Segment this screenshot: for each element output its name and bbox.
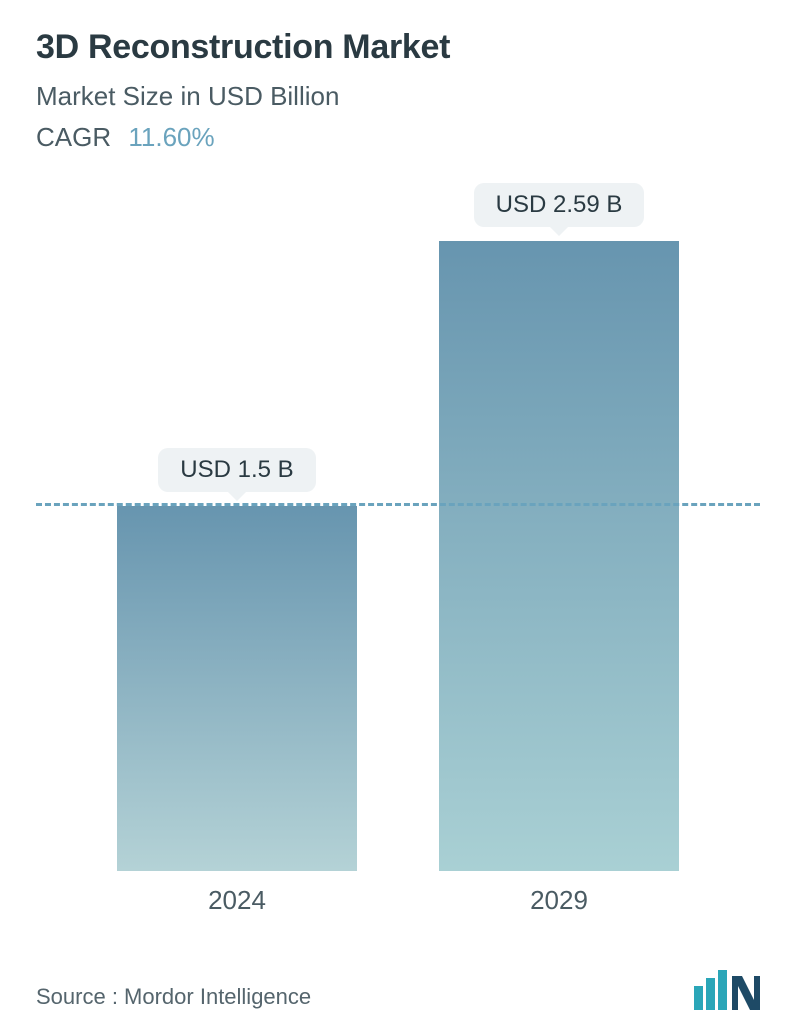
x-axis-label: 2024: [107, 885, 367, 916]
bar-group: USD 2.59 B: [429, 183, 689, 871]
cagr-line: CAGR 11.60%: [36, 122, 760, 153]
value-pill: USD 1.5 B: [158, 448, 315, 492]
reference-dashed-line: [36, 503, 760, 506]
mordor-logo-icon: [694, 970, 760, 1010]
chart-subtitle: Market Size in USD Billion: [36, 81, 760, 112]
bar: [439, 241, 679, 871]
chart-area: USD 1.5 B USD 2.59 B: [36, 171, 760, 871]
bars-container: USD 1.5 B USD 2.59 B: [36, 171, 760, 871]
chart-title: 3D Reconstruction Market: [36, 28, 760, 67]
source-text: Source : Mordor Intelligence: [36, 984, 311, 1010]
chart-footer: Source : Mordor Intelligence: [36, 970, 760, 1010]
cagr-label: CAGR: [36, 122, 111, 152]
bar: [117, 506, 357, 871]
value-pill: USD 2.59 B: [474, 183, 645, 227]
bar-group: USD 1.5 B: [107, 448, 367, 871]
x-axis-label: 2029: [429, 885, 689, 916]
x-axis-labels: 2024 2029: [36, 885, 760, 916]
cagr-value: 11.60%: [128, 122, 214, 152]
